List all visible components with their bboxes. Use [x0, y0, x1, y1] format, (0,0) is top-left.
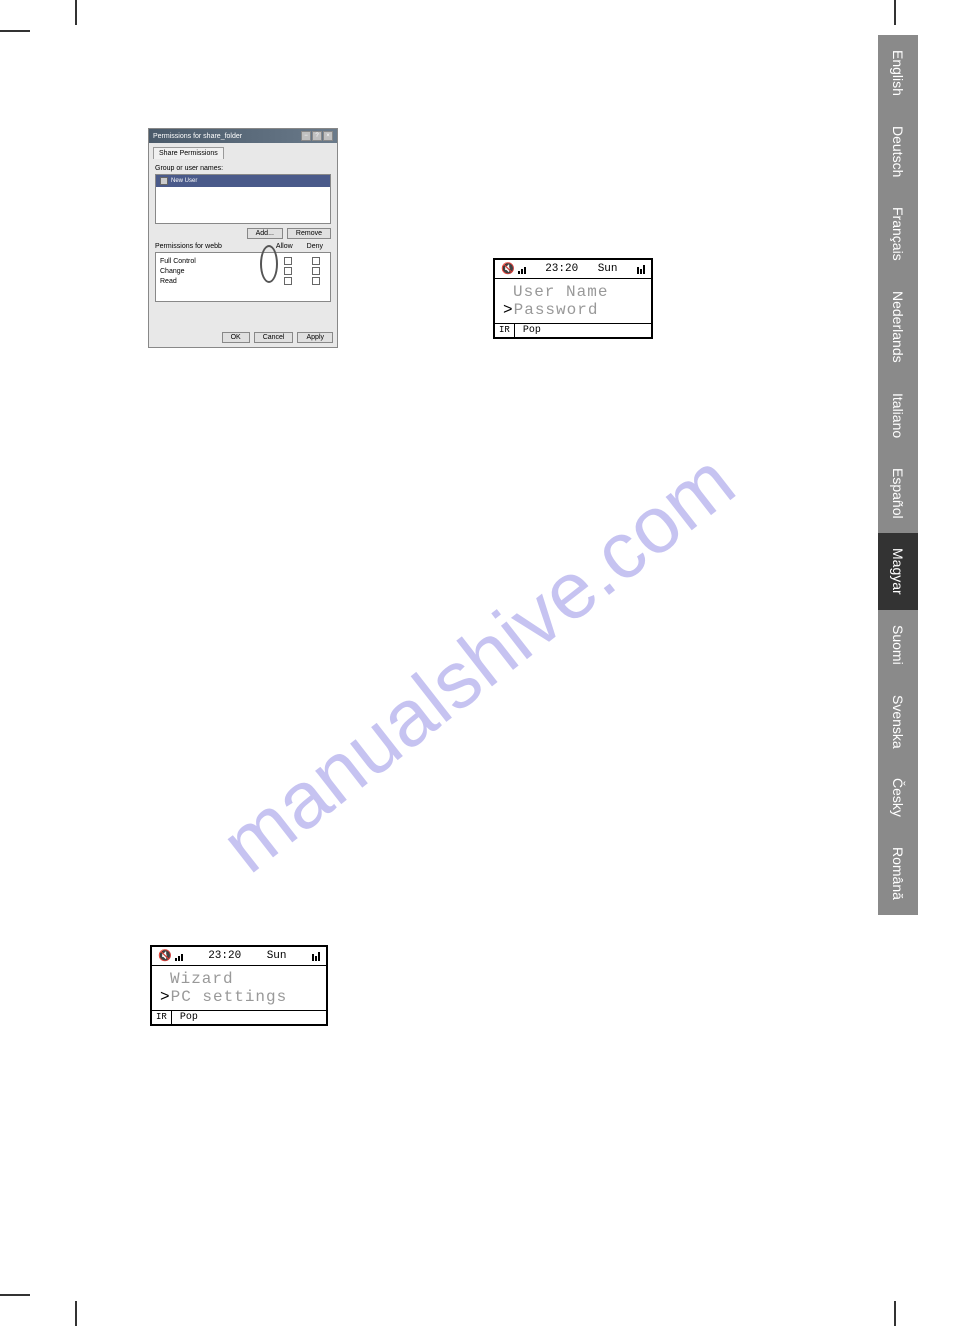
- lcd-mode: IR: [495, 324, 515, 337]
- lang-tab-deutsch[interactable]: Deutsch: [878, 111, 918, 192]
- lcd-bottom-bar: IR Pop: [495, 323, 651, 337]
- deny-checkbox[interactable]: [312, 277, 320, 285]
- dialog-bottom-buttons: OK Cancel Apply: [222, 332, 333, 343]
- perm-for-label: Permissions for webb: [155, 243, 222, 250]
- remove-button[interactable]: Remove: [287, 228, 331, 239]
- allow-checkbox[interactable]: [284, 277, 292, 285]
- deny-header: Deny: [307, 243, 323, 250]
- lcd-status-bar: 🔇 23:20 Sun: [495, 260, 651, 279]
- perm-name: Full Control: [160, 258, 196, 265]
- lcd-time: 23:20: [208, 950, 241, 962]
- language-sidebar: English Deutsch Français Nederlands Ital…: [878, 35, 918, 915]
- signal-icon: [175, 951, 183, 961]
- user-name: New User: [171, 178, 197, 184]
- signal-icon: [518, 264, 526, 274]
- lang-tab-francais[interactable]: Français: [878, 192, 918, 276]
- perm-header: Permissions for webb Allow Deny: [155, 243, 331, 250]
- lcd-line-wizard: Wizard: [160, 970, 318, 988]
- lcd-line-pc-settings: >PC settings: [160, 988, 318, 1006]
- help-button[interactable]: ?: [312, 131, 322, 141]
- lcd-day: Sun: [598, 263, 618, 275]
- lcd-status-bar: 🔇 23:20 Sun: [152, 947, 326, 966]
- crop-mark: [894, 1301, 896, 1326]
- perm-row-read: Read: [160, 277, 326, 285]
- lcd-body: Wizard >PC settings: [152, 966, 326, 1010]
- lcd-bottom-bar: IR Pop: [152, 1010, 326, 1024]
- apply-button[interactable]: Apply: [297, 332, 333, 343]
- perm-header-cols: Allow Deny: [276, 243, 323, 250]
- lang-tab-cesky[interactable]: Česky: [878, 763, 918, 832]
- add-remove-row: Add... Remove: [155, 228, 331, 239]
- lang-tab-romana[interactable]: Română: [878, 832, 918, 915]
- perm-name: Change: [160, 268, 185, 275]
- watermark: manualshive.com: [204, 435, 751, 891]
- lcd-station: Pop: [515, 324, 651, 337]
- crop-mark: [75, 1301, 77, 1326]
- lcd-line-username: User Name: [503, 283, 643, 301]
- lcd-screen-settings: 🔇 23:20 Sun Wizard >PC settings IR Pop: [150, 945, 328, 1026]
- user-list-item[interactable]: New User: [156, 175, 330, 187]
- crop-mark: [0, 1294, 30, 1296]
- dialog-body: Group or user names: New User Add... Rem…: [149, 159, 337, 308]
- lang-tab-magyar[interactable]: Magyar: [878, 533, 918, 610]
- lcd-body: User Name >Password: [495, 279, 651, 323]
- ok-button[interactable]: OK: [222, 332, 250, 343]
- permissions-dialog: Permissions for share_folder − ? × Share…: [148, 128, 338, 348]
- crop-mark: [0, 30, 30, 32]
- cancel-button[interactable]: Cancel: [254, 332, 294, 343]
- lang-tab-svenska[interactable]: Svenska: [878, 680, 918, 764]
- titlebar-buttons: − ? ×: [301, 131, 333, 141]
- lang-tab-italiano[interactable]: Italiano: [878, 378, 918, 453]
- lang-tab-english[interactable]: English: [878, 35, 918, 111]
- allow-header: Allow: [276, 243, 293, 250]
- dialog-title: Permissions for share_folder: [153, 133, 242, 140]
- antenna-icon: [637, 264, 645, 274]
- perm-row-change: Change: [160, 267, 326, 275]
- close-button[interactable]: ×: [323, 131, 333, 141]
- lcd-line-password: >Password: [503, 301, 643, 319]
- user-icon: [160, 177, 168, 185]
- user-list[interactable]: New User: [155, 174, 331, 224]
- crop-mark: [894, 0, 896, 25]
- dialog-titlebar: Permissions for share_folder − ? ×: [149, 129, 337, 143]
- share-permissions-tab[interactable]: Share Permissions: [153, 147, 224, 159]
- lcd-time: 23:20: [545, 263, 578, 275]
- speaker-icon: 🔇: [501, 262, 515, 276]
- deny-checkbox[interactable]: [312, 267, 320, 275]
- lcd-screen-credentials: 🔇 23:20 Sun User Name >Password IR Pop: [493, 258, 653, 339]
- allow-checkbox[interactable]: [284, 257, 292, 265]
- crop-mark: [75, 0, 77, 25]
- lcd-station: Pop: [172, 1011, 326, 1024]
- deny-checkbox[interactable]: [312, 257, 320, 265]
- lang-tab-nederlands[interactable]: Nederlands: [878, 276, 918, 378]
- allow-checkbox[interactable]: [284, 267, 292, 275]
- lang-tab-espanol[interactable]: Español: [878, 453, 918, 534]
- perm-rows: Full Control Change Read: [155, 252, 331, 302]
- speaker-icon: 🔇: [158, 949, 172, 963]
- group-label: Group or user names:: [155, 165, 331, 172]
- antenna-icon: [312, 951, 320, 961]
- lang-tab-suomi[interactable]: Suomi: [878, 610, 918, 680]
- lcd-mode: IR: [152, 1011, 172, 1024]
- perm-row-full: Full Control: [160, 257, 326, 265]
- add-button[interactable]: Add...: [247, 228, 283, 239]
- perm-name: Read: [160, 278, 177, 285]
- lcd-day: Sun: [267, 950, 287, 962]
- minimize-button[interactable]: −: [301, 131, 311, 141]
